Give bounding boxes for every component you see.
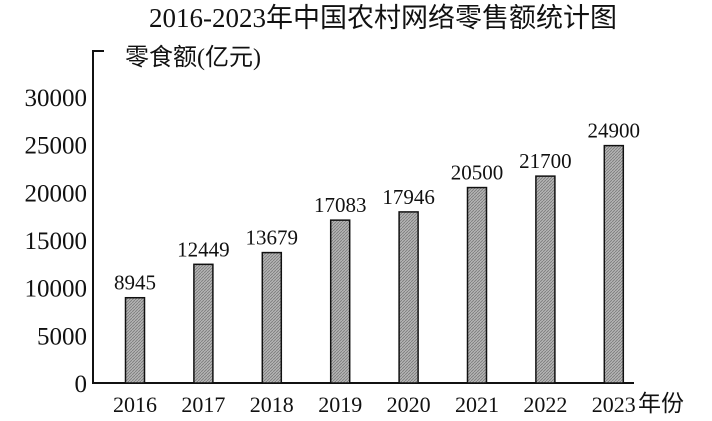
y-tick-label: 5000 bbox=[37, 323, 87, 350]
data-label: 13679 bbox=[246, 226, 299, 250]
data-label: 17083 bbox=[314, 193, 367, 217]
data-label: 8945 bbox=[114, 271, 156, 295]
data-label: 21700 bbox=[519, 149, 572, 173]
bar-2018 bbox=[261, 251, 283, 384]
bar-2016 bbox=[124, 296, 146, 384]
x-tick-label: 2019 bbox=[318, 392, 362, 417]
y-tick-label: 30000 bbox=[25, 85, 88, 112]
x-axis-label: 年份 bbox=[638, 391, 684, 416]
x-tick-label: 2023 bbox=[592, 392, 636, 417]
chart-title: 2016-2023年中国农村网络零售额统计图 bbox=[149, 3, 617, 33]
data-label: 12449 bbox=[177, 237, 230, 261]
x-tick-label: 2022 bbox=[523, 392, 567, 417]
x-tick-label: 2021 bbox=[455, 392, 499, 417]
bar-2023 bbox=[603, 144, 625, 384]
bar-2020 bbox=[398, 211, 419, 384]
bar-2019 bbox=[329, 219, 351, 384]
y-axis-label: 零食额(亿元) bbox=[125, 44, 261, 71]
y-tick-label: 20000 bbox=[25, 180, 88, 207]
y-tick-label: 25000 bbox=[25, 133, 88, 160]
bar-2022 bbox=[535, 175, 556, 384]
y-tick-label: 10000 bbox=[25, 276, 88, 303]
y-tick-label: 15000 bbox=[25, 228, 88, 255]
x-tick-label: 2016 bbox=[113, 392, 157, 417]
data-label: 17946 bbox=[382, 185, 435, 209]
x-tick-label: 2020 bbox=[387, 392, 431, 417]
y-tick-label: 0 bbox=[75, 371, 88, 398]
data-label: 20500 bbox=[451, 161, 504, 185]
bar-2017 bbox=[193, 263, 214, 384]
x-tick-label: 2017 bbox=[181, 392, 225, 417]
bar-2021 bbox=[466, 186, 488, 384]
x-tick-label: 2018 bbox=[250, 392, 294, 417]
data-label: 24900 bbox=[588, 119, 641, 143]
